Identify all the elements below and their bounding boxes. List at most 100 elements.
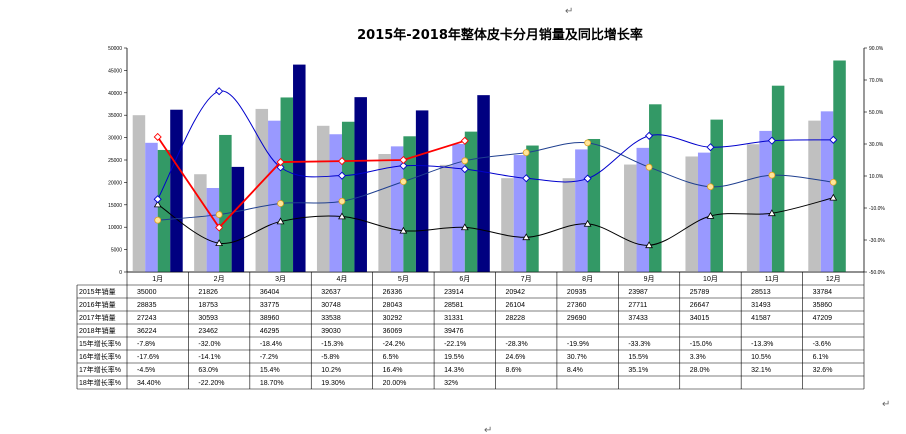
data-cell: 21826 bbox=[198, 289, 218, 296]
bar bbox=[341, 121, 355, 273]
data-cell: 36069 bbox=[383, 328, 403, 335]
line-point-marker bbox=[767, 136, 776, 145]
line-point-marker bbox=[338, 197, 346, 205]
data-cell: -19.9% bbox=[567, 341, 589, 348]
x-tick-label: 2月 bbox=[214, 275, 225, 283]
data-cell: -22.1% bbox=[444, 341, 466, 348]
bar bbox=[403, 136, 416, 272]
series-name-cell: 2017年销量 bbox=[79, 313, 116, 322]
left-tick-label: 10000 bbox=[108, 225, 122, 231]
data-cell: 30593 bbox=[198, 315, 218, 322]
data-cell: 36224 bbox=[137, 328, 157, 335]
bar bbox=[771, 85, 785, 272]
line-point-marker bbox=[276, 163, 285, 172]
line-point-marker bbox=[277, 200, 284, 207]
data-cell: 30292 bbox=[383, 315, 403, 322]
data-cell: 35860 bbox=[813, 302, 833, 309]
bar bbox=[833, 60, 846, 273]
data-cell: -5.8% bbox=[321, 354, 339, 361]
right-tick-label: 30.0% bbox=[869, 142, 884, 148]
data-cell: 41587 bbox=[751, 315, 771, 322]
line-point-marker bbox=[645, 131, 654, 140]
line-point-marker bbox=[829, 193, 838, 201]
series-name-cell: 2018年销量 bbox=[79, 326, 116, 335]
left-tick-label: 5000 bbox=[111, 248, 122, 254]
bar bbox=[329, 134, 342, 272]
line-point-marker bbox=[399, 155, 408, 165]
right-tick-label: 70.0% bbox=[869, 78, 884, 84]
bar bbox=[477, 95, 490, 272]
bar bbox=[562, 178, 576, 272]
line-point-marker bbox=[460, 136, 469, 145]
right-tick-label: 90.0% bbox=[869, 46, 884, 52]
line-point-marker bbox=[153, 200, 162, 208]
line-point-marker bbox=[215, 211, 223, 218]
paragraph-mark: ↵ bbox=[484, 425, 492, 434]
data-cell: 19.30% bbox=[321, 380, 345, 387]
x-tick-label: 9月 bbox=[644, 275, 655, 283]
data-cell: 26647 bbox=[690, 302, 710, 309]
data-cell: 28835 bbox=[137, 302, 157, 309]
left-tick-label: 30000 bbox=[108, 136, 122, 142]
data-cell: 15.4% bbox=[260, 367, 280, 374]
line-point-marker bbox=[767, 209, 776, 217]
data-cell: 20935 bbox=[567, 289, 587, 296]
line-point-marker bbox=[706, 211, 715, 219]
paragraph-mark: ↵ bbox=[565, 6, 573, 17]
line-point-marker bbox=[337, 157, 346, 166]
data-cell: 31331 bbox=[444, 315, 464, 322]
series-name-cell: 18年增长率% bbox=[79, 378, 121, 387]
data-cell: 27243 bbox=[137, 315, 157, 322]
bar bbox=[464, 131, 478, 272]
data-cell: 18.70% bbox=[260, 380, 284, 387]
bar bbox=[685, 156, 698, 272]
plot-area: 0 5000 10000 15000 20000 25000 30000 35000 40000… bbox=[108, 46, 885, 276]
line-point-marker bbox=[583, 219, 592, 227]
line-point-marker bbox=[153, 195, 162, 204]
data-cell: -14.1% bbox=[198, 354, 220, 361]
line-point-marker bbox=[645, 241, 653, 249]
data-cell: 16.4% bbox=[383, 367, 403, 374]
data-cell: 39476 bbox=[444, 328, 464, 335]
bar bbox=[268, 120, 281, 272]
data-cell: 27360 bbox=[567, 302, 587, 309]
bar bbox=[636, 147, 650, 272]
bar bbox=[501, 178, 514, 272]
line-point-marker bbox=[522, 149, 530, 157]
right-tick-label: -10.0% bbox=[869, 206, 885, 212]
data-cell: 23914 bbox=[444, 289, 464, 296]
bar bbox=[255, 108, 269, 272]
right-tick-label: -50.0% bbox=[869, 270, 885, 276]
data-cell: 6.5% bbox=[383, 354, 399, 361]
line-point-marker bbox=[399, 178, 407, 186]
bar bbox=[624, 164, 637, 272]
left-tick-label: 35000 bbox=[108, 113, 122, 119]
x-tick-label: 4月 bbox=[337, 275, 348, 283]
data-cell: 28228 bbox=[506, 315, 526, 322]
left-tick-label: 25000 bbox=[108, 158, 122, 164]
x-tick-label: 8月 bbox=[582, 275, 593, 283]
data-cell: 20942 bbox=[506, 289, 526, 296]
data-cell: 29690 bbox=[567, 315, 587, 322]
left-tick-label: 15000 bbox=[108, 203, 122, 209]
data-cell: 38960 bbox=[260, 315, 280, 322]
data-cell: -3.6% bbox=[813, 341, 831, 348]
bar bbox=[746, 144, 760, 272]
data-cell: 28513 bbox=[751, 289, 771, 296]
data-cell: 30748 bbox=[321, 302, 341, 309]
x-tick-label: 5月 bbox=[398, 275, 409, 283]
line-point-marker bbox=[276, 217, 285, 225]
growth-line bbox=[156, 136, 466, 229]
data-cell: 46295 bbox=[260, 328, 280, 335]
bar bbox=[439, 164, 453, 272]
data-cell: 19.5% bbox=[444, 354, 464, 361]
data-cell: -17.6% bbox=[137, 354, 159, 361]
line-point-marker bbox=[154, 216, 162, 224]
bar bbox=[316, 125, 330, 272]
data-cell: 33775 bbox=[260, 302, 280, 309]
bar bbox=[415, 110, 429, 272]
data-cell: 10.2% bbox=[321, 367, 341, 374]
line-point-marker bbox=[215, 223, 224, 232]
bar bbox=[170, 109, 183, 272]
